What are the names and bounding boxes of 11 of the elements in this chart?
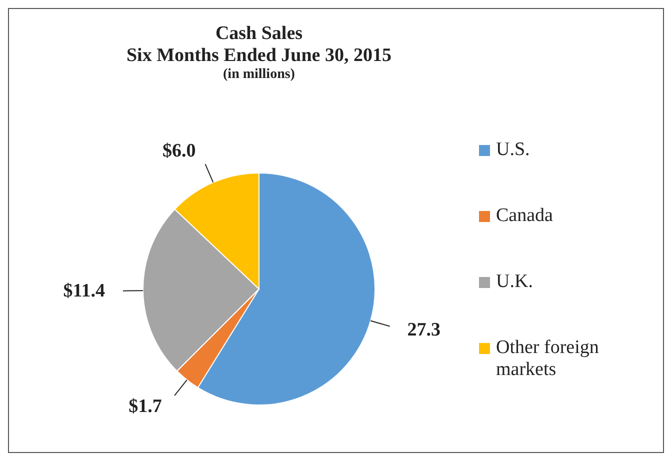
- data-label: $11.4: [63, 280, 106, 302]
- chart-subtitle: Six Months Ended June 30, 2015: [125, 45, 392, 67]
- legend-label: Other foreign markets: [496, 337, 600, 381]
- data-label: $1.7: [128, 396, 162, 418]
- text: (in millions): [222, 67, 296, 83]
- data-label: 27.3: [407, 320, 441, 341]
- chart-title: Cash Sales: [214, 23, 304, 45]
- legend-label: U.K.: [496, 271, 533, 293]
- legend-label: Canada: [496, 205, 553, 227]
- data-label: $6.0: [162, 140, 196, 162]
- legend-label: U.S.: [496, 139, 530, 161]
